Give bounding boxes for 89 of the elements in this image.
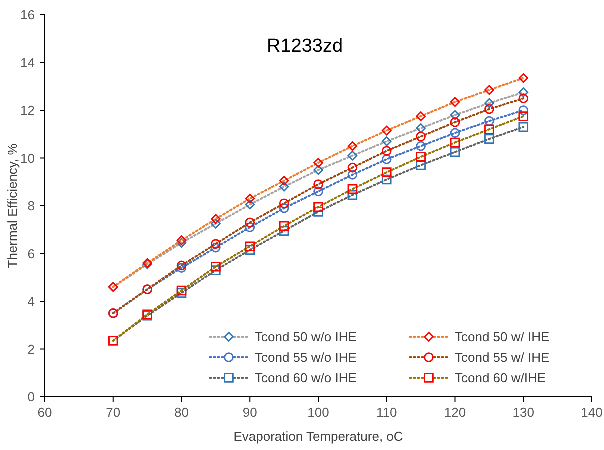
y-tick-label: 16 [20, 8, 35, 22]
point [484, 104, 494, 114]
point [279, 226, 290, 236]
point [518, 88, 529, 98]
y-tick-label: 4 [28, 294, 35, 309]
point [450, 97, 460, 108]
y-tick-label: 8 [28, 198, 35, 214]
point [450, 147, 460, 158]
point [279, 182, 290, 192]
legend-label: Tcond 50 w/ IHE [455, 330, 550, 344]
point [348, 184, 358, 194]
point [314, 207, 324, 217]
y-tick-label: 6 [28, 246, 35, 262]
point [382, 168, 392, 178]
point [314, 180, 324, 190]
text: R1233zd [266, 36, 344, 57]
x-tick-label: 100 [308, 405, 330, 420]
point [279, 176, 290, 186]
point [348, 150, 358, 161]
point [314, 158, 324, 168]
y-tick-label: 14 [20, 55, 35, 70]
point [518, 122, 529, 132]
x-tick-label: 140 [581, 405, 603, 420]
point [348, 141, 358, 152]
x-tick-label: 80 [174, 405, 189, 420]
point [382, 174, 392, 185]
point [518, 112, 529, 122]
point [211, 214, 221, 224]
point [245, 222, 256, 232]
y-tick-label: 2 [28, 342, 35, 357]
x-tick-label: 60 [38, 405, 52, 420]
point [245, 200, 256, 210]
point [279, 221, 290, 232]
x-tick-label: 120 [444, 405, 466, 420]
y-axis-title: Thermal Efficiency, % [5, 143, 20, 268]
legend-label: Tcond 60 w/o IHE [255, 370, 358, 386]
x-tick-label: 70 [106, 405, 121, 420]
x-tick-label: 110 [376, 405, 398, 420]
point [450, 128, 460, 138]
point [348, 190, 358, 200]
y-tick-label: 10 [20, 150, 35, 166]
point [348, 170, 358, 180]
point [450, 110, 460, 120]
point [416, 132, 426, 142]
point [450, 118, 460, 128]
legend-label: Tcond 55 w/ IHE [455, 350, 550, 365]
y-tick-label: 0 [28, 390, 35, 404]
legend-label: Tcond 60 w/IHE [455, 370, 546, 386]
point [382, 136, 392, 146]
point [518, 73, 529, 84]
point [211, 239, 221, 250]
legend-label: Tcond 55 w/o IHE [255, 350, 358, 365]
point [382, 126, 392, 136]
point [484, 85, 494, 96]
point [518, 94, 529, 104]
point [416, 124, 426, 134]
point [176, 286, 187, 296]
x-axis-title: Evaporation Temperature, oC [234, 429, 404, 444]
point [484, 116, 494, 126]
point [245, 194, 256, 204]
point [450, 138, 460, 148]
point [416, 141, 426, 152]
point [314, 202, 324, 212]
point [211, 262, 221, 272]
x-tick-label: 130 [512, 405, 534, 420]
point [176, 236, 187, 246]
point [382, 146, 392, 156]
point [245, 242, 256, 252]
point [211, 242, 221, 253]
y-tick-label: 12 [20, 103, 35, 118]
point [211, 266, 221, 276]
point [279, 198, 290, 209]
point [279, 203, 290, 214]
legend-label: Tcond 50 w/o IHE [255, 330, 358, 344]
point [176, 260, 187, 271]
point [484, 134, 494, 144]
point [348, 162, 358, 173]
point [484, 124, 494, 134]
point [416, 112, 426, 122]
point [211, 219, 221, 229]
point [314, 186, 324, 197]
point [176, 263, 187, 273]
point [245, 218, 256, 228]
point [484, 98, 494, 108]
point [314, 165, 324, 176]
point [382, 154, 392, 164]
point [416, 152, 426, 162]
point [518, 106, 529, 116]
x-tick-label: 90 [242, 405, 258, 420]
